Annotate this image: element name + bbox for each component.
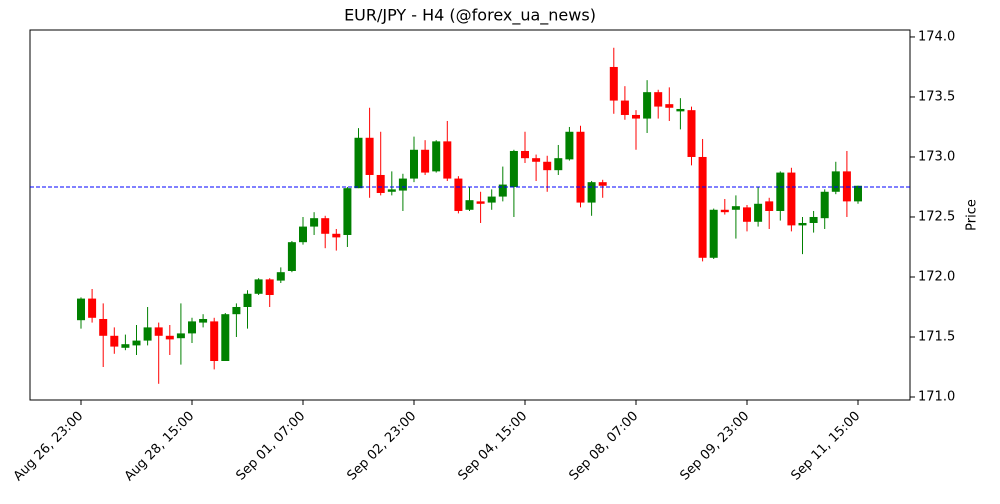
candle-body — [188, 321, 196, 334]
candle-body — [143, 327, 152, 341]
candle-body — [154, 327, 163, 336]
candle-body — [565, 131, 574, 160]
candle-body — [265, 279, 274, 295]
candle-body — [343, 188, 352, 235]
y-tick-label: 171.5 — [918, 329, 955, 344]
chart-title: EUR/JPY - H4 (@forex_ua_news) — [344, 6, 596, 26]
candle-body — [88, 298, 97, 318]
candle-body — [254, 279, 263, 294]
candle-body — [609, 66, 618, 101]
candle-body — [731, 206, 740, 210]
candle-body — [498, 184, 507, 197]
candle-body — [632, 114, 640, 119]
candle-body — [776, 172, 785, 211]
candle-body — [765, 201, 774, 211]
candle-body — [487, 196, 496, 203]
candle-body — [354, 137, 363, 189]
candle-body — [232, 306, 241, 315]
candle-body — [598, 182, 607, 186]
x-tick-label: Sep 09, 23:00 — [677, 409, 752, 484]
x-tick-label: Sep 04, 15:00 — [455, 409, 530, 484]
candle-body — [321, 218, 330, 234]
plot-frame — [29, 29, 911, 401]
candle-body — [532, 158, 541, 162]
candle-body — [476, 201, 485, 204]
candle-body — [743, 207, 751, 222]
candle-body — [221, 314, 230, 361]
candle-body — [132, 340, 141, 346]
candle-body — [376, 174, 385, 193]
candle-body — [509, 150, 518, 187]
candle-body — [332, 233, 341, 238]
candle-body — [676, 108, 685, 112]
x-tick-label: Sep 08, 07:00 — [566, 409, 641, 484]
candle-body — [654, 92, 663, 107]
candle-body — [299, 226, 307, 243]
candle-body — [587, 182, 596, 203]
y-tick-label: 172.0 — [918, 269, 955, 284]
candle-body — [365, 137, 374, 175]
candle-body — [410, 149, 418, 179]
candle-body — [665, 104, 674, 108]
candle-body — [543, 161, 552, 171]
x-tick-label: Aug 28, 15:00 — [122, 409, 198, 485]
candle-body — [643, 92, 652, 119]
y-axis-label: Price — [965, 199, 980, 231]
candle-body — [432, 141, 441, 172]
candle-body — [99, 318, 108, 336]
candle-body — [698, 156, 707, 258]
candle-body — [820, 191, 829, 219]
y-tick-label: 174.0 — [918, 29, 955, 44]
candle-body — [465, 200, 474, 210]
candle-body — [554, 158, 563, 171]
candle-body — [854, 185, 862, 202]
candle-body — [110, 335, 119, 347]
x-tick-label: Aug 26, 23:00 — [11, 409, 87, 485]
candle-body — [787, 172, 796, 226]
candle-body — [121, 344, 130, 348]
candle-body — [165, 335, 174, 340]
candle-body — [454, 178, 463, 211]
x-tick-label: Sep 02, 23:00 — [344, 409, 419, 484]
y-tick-label: 172.5 — [918, 209, 955, 224]
y-tick-label: 171.0 — [918, 389, 955, 404]
y-tick-label: 173.5 — [918, 89, 955, 104]
y-tick-label: 173.0 — [918, 149, 955, 164]
candle-body — [842, 171, 851, 202]
candle-body — [287, 242, 296, 271]
candle-body — [798, 222, 807, 226]
candle-body — [809, 216, 818, 223]
candle-body — [176, 333, 185, 339]
candle-body — [687, 110, 696, 157]
candle-body — [831, 171, 840, 192]
candle-body — [387, 189, 396, 192]
candle-body — [521, 150, 529, 159]
candle-body — [243, 293, 252, 307]
x-tick-label: Sep 11, 15:00 — [788, 409, 863, 484]
candle-body — [398, 178, 407, 191]
candle-body — [620, 100, 629, 115]
candle-body — [210, 321, 219, 361]
candle-body — [709, 209, 718, 258]
candle-body — [720, 209, 729, 213]
candle-body — [77, 298, 85, 321]
candle-body — [443, 141, 452, 179]
candle-body — [754, 203, 763, 222]
candle-body — [199, 318, 208, 323]
x-tick-label: Sep 01, 07:00 — [233, 409, 308, 484]
candle-body — [310, 218, 319, 227]
candle-body — [421, 149, 430, 173]
candle-body — [276, 272, 285, 281]
candle-body — [576, 131, 585, 203]
